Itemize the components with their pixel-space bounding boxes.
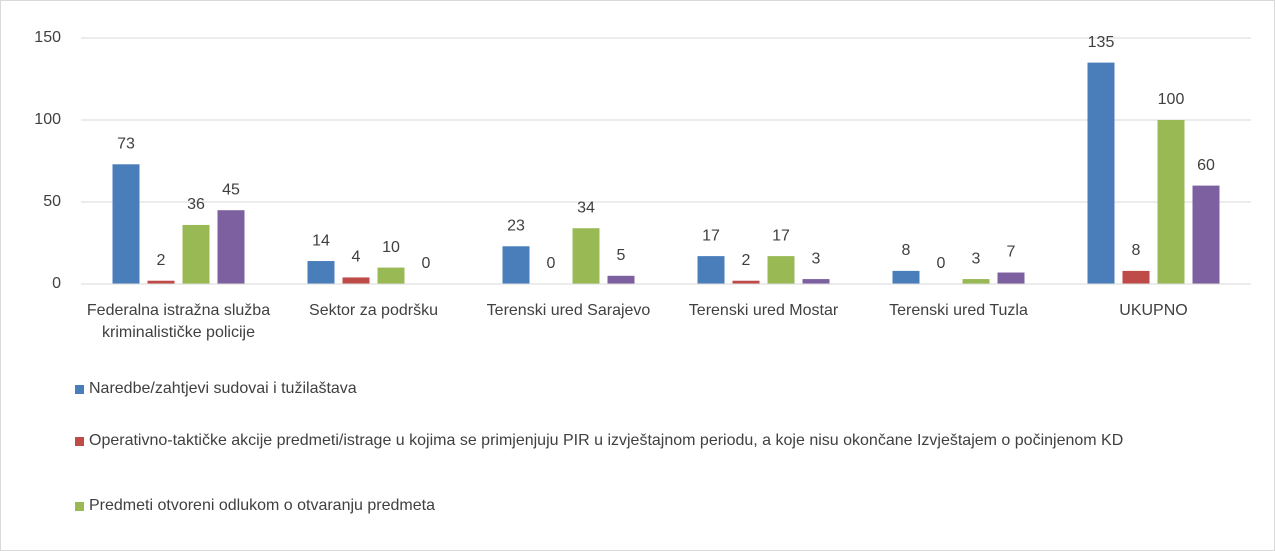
data-label: 17 (702, 227, 720, 244)
bar (112, 164, 140, 284)
data-label: 3 (812, 250, 821, 267)
y-tick-label: 100 (34, 111, 61, 128)
bar (732, 280, 760, 284)
bar (1122, 270, 1150, 284)
bar (307, 261, 335, 284)
y-tick-label: 150 (34, 29, 61, 46)
x-tick-label: Sektor za podršku (309, 302, 438, 319)
data-label: 0 (937, 255, 946, 272)
legend-entry: Predmeti otvoreni odlukom o otvaranju pr… (75, 495, 1259, 517)
data-label: 7 (1007, 244, 1016, 261)
bar (572, 228, 600, 284)
data-label: 17 (772, 227, 790, 244)
data-label: 14 (312, 232, 330, 249)
data-label: 45 (222, 181, 240, 198)
bar (892, 270, 920, 284)
data-label: 3 (972, 250, 981, 267)
x-tick-label: Federalna istražna služba kriminalističk… (86, 302, 271, 341)
data-label: 0 (547, 255, 556, 272)
bar (962, 279, 990, 284)
data-label: 73 (117, 135, 135, 152)
x-tick-label: Terenski ured Sarajevo (486, 302, 651, 319)
data-label: 34 (577, 199, 595, 216)
legend-entry: Operativno-taktičke akcije predmeti/istr… (75, 430, 1259, 452)
legend-swatch (75, 385, 84, 394)
data-label: 8 (1132, 242, 1141, 259)
x-tick-label: UKUPNO (1119, 302, 1188, 319)
bar (697, 256, 725, 284)
bar (1192, 185, 1220, 284)
data-label: 2 (742, 252, 751, 269)
bar (1087, 62, 1115, 284)
data-label: 5 (617, 247, 626, 264)
bar (607, 275, 635, 284)
y-tick-label: 50 (43, 193, 61, 210)
bar (502, 246, 530, 284)
x-tick-label: Terenski ured Tuzla (889, 302, 1028, 319)
legend-swatch (75, 502, 84, 511)
data-label: 4 (352, 249, 361, 266)
bar (377, 267, 405, 284)
legend-swatch (75, 437, 84, 446)
data-label: 10 (382, 239, 400, 256)
data-label: 36 (187, 196, 205, 213)
data-label: 135 (1088, 34, 1115, 51)
data-label: 60 (1197, 157, 1215, 174)
legend-entry: Naredbe/zahtjevi sudovai i tužilaštava (75, 378, 1259, 400)
x-tick-label: Terenski ured Mostar (688, 302, 839, 319)
data-label: 23 (507, 217, 525, 234)
bar (147, 280, 175, 284)
bar (1157, 120, 1185, 284)
data-label: 8 (902, 242, 911, 259)
bar (217, 210, 245, 284)
bar (342, 277, 370, 284)
y-tick-label: 0 (52, 275, 61, 292)
data-label: 100 (1158, 91, 1185, 108)
bar (802, 279, 830, 284)
bar (182, 224, 210, 284)
data-label: 2 (157, 252, 166, 269)
bar (767, 256, 795, 284)
data-label: 0 (422, 255, 431, 272)
bar (997, 272, 1025, 284)
